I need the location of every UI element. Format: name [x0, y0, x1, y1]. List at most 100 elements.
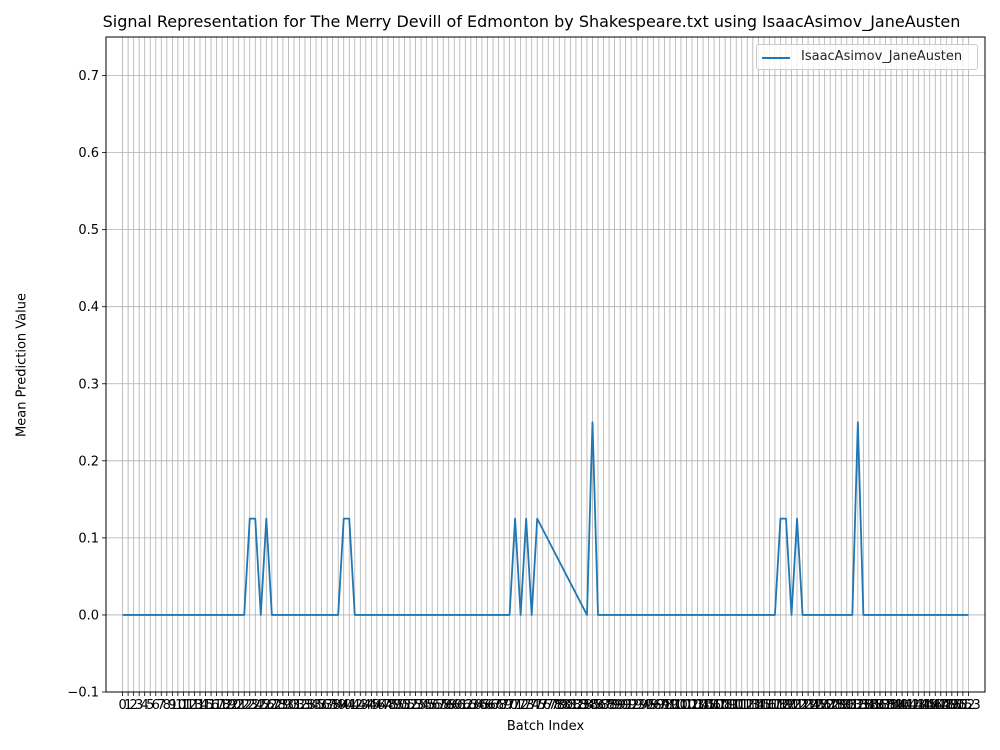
x-tick-label: 36: [313, 698, 330, 713]
x-tick-label: 71: [507, 698, 524, 713]
x-tick-label: 147: [923, 698, 948, 713]
y-axis: −0.1 0.0 0.1 0.2 0.3 0.4 0.5 0.6 0.7: [67, 69, 106, 701]
x-tick-label: 117: [757, 698, 782, 713]
x-tick-label: 82: [568, 698, 585, 713]
x-tick-label: 136: [862, 698, 887, 713]
x-tick-label: 47: [374, 698, 391, 713]
x-tick-label: 111: [724, 698, 749, 713]
x-tick-label: 72: [512, 698, 529, 713]
x-axis: 0123456789101112131415161718192021222324…: [118, 692, 981, 713]
x-tick-label: 134: [851, 698, 876, 713]
x-tick-label: 37: [319, 698, 336, 713]
x-tick-label: 133: [845, 698, 870, 713]
y-tick-label: 0.6: [78, 146, 99, 161]
x-tick-label: 109: [713, 698, 738, 713]
x-tick-label: 40: [335, 698, 352, 713]
x-tick-label: 124: [796, 698, 821, 713]
x-tick-label: 25: [253, 698, 270, 713]
x-tick-label: 86: [590, 698, 607, 713]
x-tick-label: 79: [551, 698, 568, 713]
x-tick-label: 33: [297, 698, 314, 713]
x-tick-label: 89: [606, 698, 623, 713]
x-tick-label: 153: [956, 698, 981, 713]
x-tick-label: 103: [680, 698, 705, 713]
x-tick-label: 0: [118, 698, 126, 713]
x-tick-label: 49: [385, 698, 402, 713]
x-tick-label: 144: [906, 698, 931, 713]
x-tick-label: 55: [418, 698, 435, 713]
x-tick-label: 52: [402, 698, 419, 713]
x-tick-label: 95: [640, 698, 657, 713]
x-tick-label: 22: [236, 698, 253, 713]
y-tick-label: 0.0: [78, 608, 99, 623]
x-tick-label: 152: [950, 698, 975, 713]
x-tick-label: 97: [651, 698, 668, 713]
x-tick-label: 77: [540, 698, 557, 713]
x-tick-label: 7: [157, 698, 165, 713]
x-tick-label: 67: [485, 698, 502, 713]
x-tick-label: 123: [790, 698, 815, 713]
x-tick-label: 9: [168, 698, 176, 713]
x-tick-label: 60: [446, 698, 463, 713]
x-tick-label: 125: [801, 698, 826, 713]
x-tick-label: 35: [308, 698, 325, 713]
legend: IsaacAsimov_JaneAusten: [756, 44, 978, 70]
x-tick-label: 24: [247, 698, 264, 713]
x-tick-label: 106: [696, 698, 721, 713]
x-tick-label: 4: [141, 698, 149, 713]
x-tick-label: 85: [584, 698, 601, 713]
x-tick-label: 78: [546, 698, 563, 713]
x-tick-label: 62: [457, 698, 474, 713]
x-tick-label: 90: [612, 698, 629, 713]
x-tick-label: 138: [873, 698, 898, 713]
x-tick-label: 119: [768, 698, 793, 713]
x-tick-label: 30: [280, 698, 297, 713]
x-tick-label: 8: [163, 698, 171, 713]
x-tick-label: 107: [702, 698, 727, 713]
x-tick-label: 93: [628, 698, 645, 713]
x-tick-label: 142: [895, 698, 920, 713]
x-tick-label: 74: [523, 698, 540, 713]
x-tick-label: 41: [341, 698, 358, 713]
x-tick-label: 13: [186, 698, 203, 713]
x-tick-label: 96: [645, 698, 662, 713]
x-tick-label: 150: [939, 698, 964, 713]
x-tick-label: 83: [573, 698, 590, 713]
x-tick-label: 20: [225, 698, 242, 713]
x-tick-label: 61: [452, 698, 469, 713]
x-tick-label: 45: [363, 698, 380, 713]
x-tick-label: 92: [623, 698, 640, 713]
x-tick-label: 42: [347, 698, 364, 713]
x-tick-label: 135: [856, 698, 881, 713]
x-tick-label: 48: [380, 698, 397, 713]
x-tick-label: 104: [685, 698, 710, 713]
x-tick-label: 29: [275, 698, 292, 713]
x-tick-label: 98: [656, 698, 673, 713]
x-tick-label: 31: [286, 698, 303, 713]
x-tick-label: 115: [746, 698, 771, 713]
x-tick-label: 113: [735, 698, 760, 713]
x-tick-label: 140: [884, 698, 909, 713]
x-tick-label: 44: [358, 698, 375, 713]
x-tick-label: 3: [135, 698, 143, 713]
series-line: [122, 421, 969, 616]
chart-title: Signal Representation for The Merry Devi…: [102, 12, 961, 31]
x-tick-label: 76: [534, 698, 551, 713]
x-tick-label: 116: [751, 698, 776, 713]
x-tick-label: 87: [595, 698, 612, 713]
x-tick-label: 63: [463, 698, 480, 713]
x-tick-label: 143: [901, 698, 926, 713]
x-tick-label: 51: [396, 698, 413, 713]
x-tick-label: 128: [818, 698, 843, 713]
x-tick-label: 32: [291, 698, 308, 713]
y-tick-label: 0.1: [78, 531, 99, 546]
x-tick-label: 108: [707, 698, 732, 713]
x-tick-label: 120: [774, 698, 799, 713]
y-tick-label: 0.3: [78, 377, 99, 392]
x-tick-label: 75: [529, 698, 546, 713]
x-tick-label: 66: [479, 698, 496, 713]
x-tick-label: 88: [601, 698, 618, 713]
x-tick-label: 81: [562, 698, 579, 713]
x-tick-label: 5: [146, 698, 154, 713]
x-tick-label: 148: [928, 698, 953, 713]
